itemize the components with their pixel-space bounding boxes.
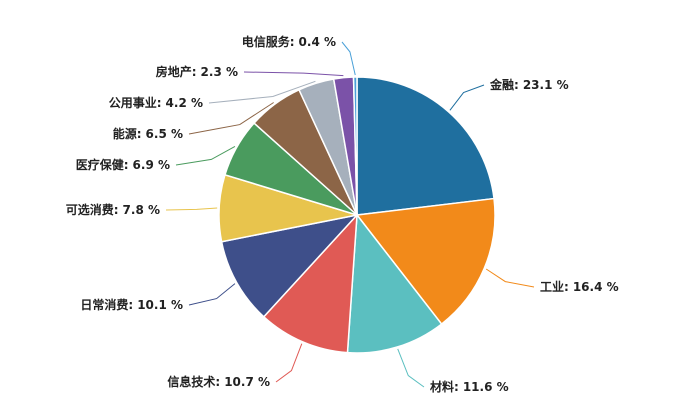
leader-line (243, 71, 344, 77)
leader-line (485, 268, 535, 288)
value-label: 2.3 % (201, 65, 238, 79)
slice-label: 日常消费: 10.1 % (80, 297, 183, 312)
pie-slice (346, 212, 443, 354)
value-label: 10.1 % (137, 298, 183, 312)
category-label: 医疗保健: (76, 157, 129, 172)
category-label: 公用事业: (109, 95, 162, 110)
slice-label: 工业: 16.4 % (540, 279, 619, 294)
slice-label: 电信服务: 0.4 % (242, 34, 336, 49)
slice-label: 信息技术: 10.7 % (167, 374, 270, 389)
category-label: 材料: (429, 379, 459, 394)
slice-label: 房地产: 2.3 % (156, 64, 238, 79)
leader-line (188, 102, 274, 135)
slice-label: 公用事业: 4.2 % (109, 95, 203, 110)
value-label: 11.6 % (463, 380, 509, 394)
leader-line (175, 145, 236, 166)
leader-line (208, 80, 316, 104)
category-label: 工业: (540, 279, 569, 294)
leader-line (397, 348, 425, 388)
value-label: 10.7 % (224, 375, 270, 389)
category-label: 可选消费: (66, 202, 119, 217)
slice-label: 金融: 23.1 % (489, 77, 569, 92)
pie-slice (262, 212, 358, 354)
slice-label: 能源: 6.5 % (113, 126, 183, 141)
category-label: 房地产: (156, 64, 197, 79)
category-label: 电信服务: (242, 34, 295, 49)
pie-slice (220, 213, 360, 318)
slice-label: 材料: 11.6 % (429, 379, 509, 394)
value-label: 16.4 % (573, 280, 619, 294)
leader-line (341, 41, 356, 76)
slice-label: 医疗保健: 6.9 % (76, 157, 170, 172)
value-label: 6.9 % (133, 158, 170, 172)
leader-line (165, 207, 218, 211)
leader-line (449, 84, 485, 111)
category-label: 能源: (113, 126, 142, 141)
value-label: 4.2 % (166, 96, 203, 110)
pie-slice (355, 197, 496, 326)
value-label: 6.5 % (146, 127, 183, 141)
pie-slice (356, 76, 495, 216)
leader-line (188, 283, 236, 306)
category-label: 日常消费: (80, 297, 133, 312)
category-label: 金融: (489, 77, 519, 92)
slice-label: 可选消费: 7.8 % (66, 202, 160, 217)
leader-line (275, 343, 303, 383)
value-label: 23.1 % (523, 78, 569, 92)
category-label: 信息技术: (167, 374, 220, 389)
value-label: 7.8 % (123, 203, 160, 217)
value-label: 0.4 % (299, 35, 336, 49)
pie-slice (352, 76, 358, 216)
